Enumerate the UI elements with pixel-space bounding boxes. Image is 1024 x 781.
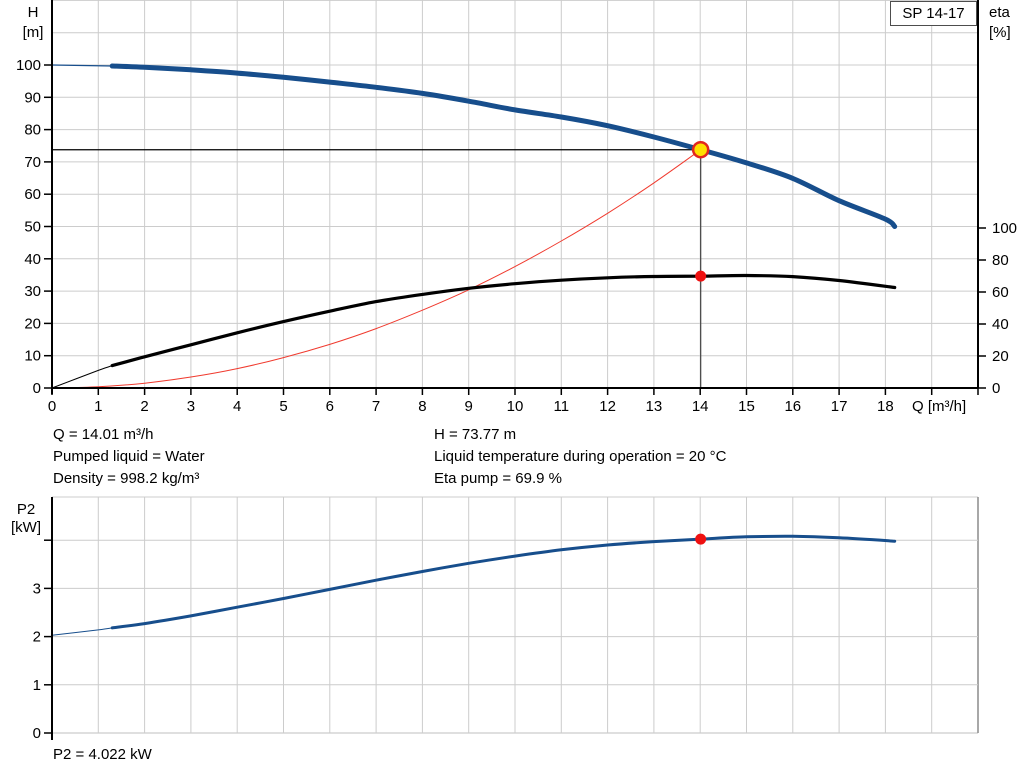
right-axis-tick-label: 100 bbox=[992, 220, 1017, 237]
x-axis-tick-label: 0 bbox=[48, 398, 56, 415]
x-axis-title: Q [m³/h] bbox=[912, 398, 966, 415]
left-axis-tick-label: 60 bbox=[24, 186, 41, 203]
right-axis-tick-label: 40 bbox=[992, 316, 1009, 333]
x-axis-tick-label: 17 bbox=[831, 398, 848, 415]
p2-curve bbox=[110, 534, 897, 630]
x-axis-tick-label: 10 bbox=[507, 398, 524, 415]
left-axis-title: [m] bbox=[23, 24, 44, 41]
x-axis-tick-label: 4 bbox=[233, 398, 241, 415]
efficiency-curve bbox=[110, 273, 897, 368]
annotation-pumped-liquid: Pumped liquid = Water bbox=[53, 448, 205, 465]
duty-point-marker bbox=[691, 140, 710, 159]
left-axis-tick-label: 1 bbox=[33, 677, 41, 694]
left-axis-tick-label: 20 bbox=[24, 315, 41, 332]
x-axis-tick-label: 8 bbox=[418, 398, 426, 415]
x-axis-tick-label: 11 bbox=[554, 398, 570, 415]
x-axis-tick-label: 2 bbox=[140, 398, 148, 415]
left-axis-tick-label: 70 bbox=[24, 154, 41, 171]
x-axis-tick-label: 5 bbox=[279, 398, 287, 415]
annotation-head: H = 73.77 m bbox=[434, 426, 517, 443]
operating-point-annotations-left: Q = 14.01 m³/h Pumped liquid = Water Den… bbox=[53, 424, 205, 490]
annotation-liquid-temperature: Liquid temperature during operation = 20… bbox=[434, 448, 727, 465]
x-axis-tick-label: 3 bbox=[187, 398, 195, 415]
efficiency-point-marker bbox=[695, 270, 707, 282]
left-axis-tick-label: 100 bbox=[16, 57, 41, 74]
left-axis-tick-label: 80 bbox=[24, 122, 41, 139]
system-curve bbox=[51, 149, 702, 389]
x-axis-tick-label: 13 bbox=[646, 398, 663, 415]
x-axis-tick-label: 6 bbox=[326, 398, 334, 415]
operating-point-annotations-right: H = 73.77 m Liquid temperature during op… bbox=[434, 424, 726, 490]
x-axis-tick-label: 1 bbox=[94, 398, 102, 415]
right-axis-tick-label: 20 bbox=[992, 348, 1009, 365]
left-axis-title: P2 bbox=[17, 501, 35, 518]
right-axis-tick-label: 60 bbox=[992, 284, 1009, 301]
efficiency-curve-thin bbox=[51, 365, 113, 389]
x-axis-tick-label: 16 bbox=[784, 398, 801, 415]
right-axis-tick-label: 80 bbox=[992, 252, 1009, 269]
x-axis-tick-label: 14 bbox=[692, 398, 709, 415]
head-curve-thin bbox=[51, 64, 113, 67]
left-axis-tick-label: 40 bbox=[24, 251, 41, 268]
annotation-eta-pump: Eta pump = 69.9 % bbox=[434, 470, 562, 487]
left-axis-tick-label: 10 bbox=[24, 348, 41, 365]
left-axis-tick-label: 90 bbox=[24, 89, 41, 106]
left-axis-tick-label: 30 bbox=[24, 283, 41, 300]
x-axis-tick-label: 9 bbox=[465, 398, 473, 415]
head-curve bbox=[109, 63, 898, 229]
p2-curve-thin bbox=[51, 627, 113, 636]
power-point-marker bbox=[695, 533, 707, 545]
pump-model-label: SP 14-17 bbox=[902, 5, 965, 22]
power-caption: P2 = 4.022 kW bbox=[53, 746, 152, 763]
right-axis-title: eta bbox=[989, 4, 1011, 21]
right-axis-tick-label: 0 bbox=[992, 380, 1000, 397]
left-axis-tick-label: 0 bbox=[33, 380, 41, 397]
left-axis-tick-label: 3 bbox=[33, 580, 41, 597]
left-axis-title: H bbox=[28, 4, 39, 21]
x-axis-tick-label: 7 bbox=[372, 398, 380, 415]
left-axis-tick-label: 2 bbox=[33, 629, 41, 646]
annotation-density: Density = 998.2 kg/m³ bbox=[53, 470, 200, 487]
x-axis-tick-label: 12 bbox=[599, 398, 616, 415]
annotation-flow: Q = 14.01 m³/h bbox=[53, 426, 154, 443]
right-axis-title: [%] bbox=[989, 24, 1011, 41]
left-axis-tick-label: 50 bbox=[24, 219, 41, 236]
x-axis-tick-label: 15 bbox=[738, 398, 755, 415]
x-axis-tick-label: 18 bbox=[877, 398, 894, 415]
pump-model-badge: SP 14-17 bbox=[890, 1, 977, 26]
left-axis-tick-label: 0 bbox=[33, 725, 41, 742]
power-chart: 0 1 2 3 P2[kW] bbox=[11, 496, 979, 742]
left-axis-title: [kW] bbox=[11, 519, 41, 536]
